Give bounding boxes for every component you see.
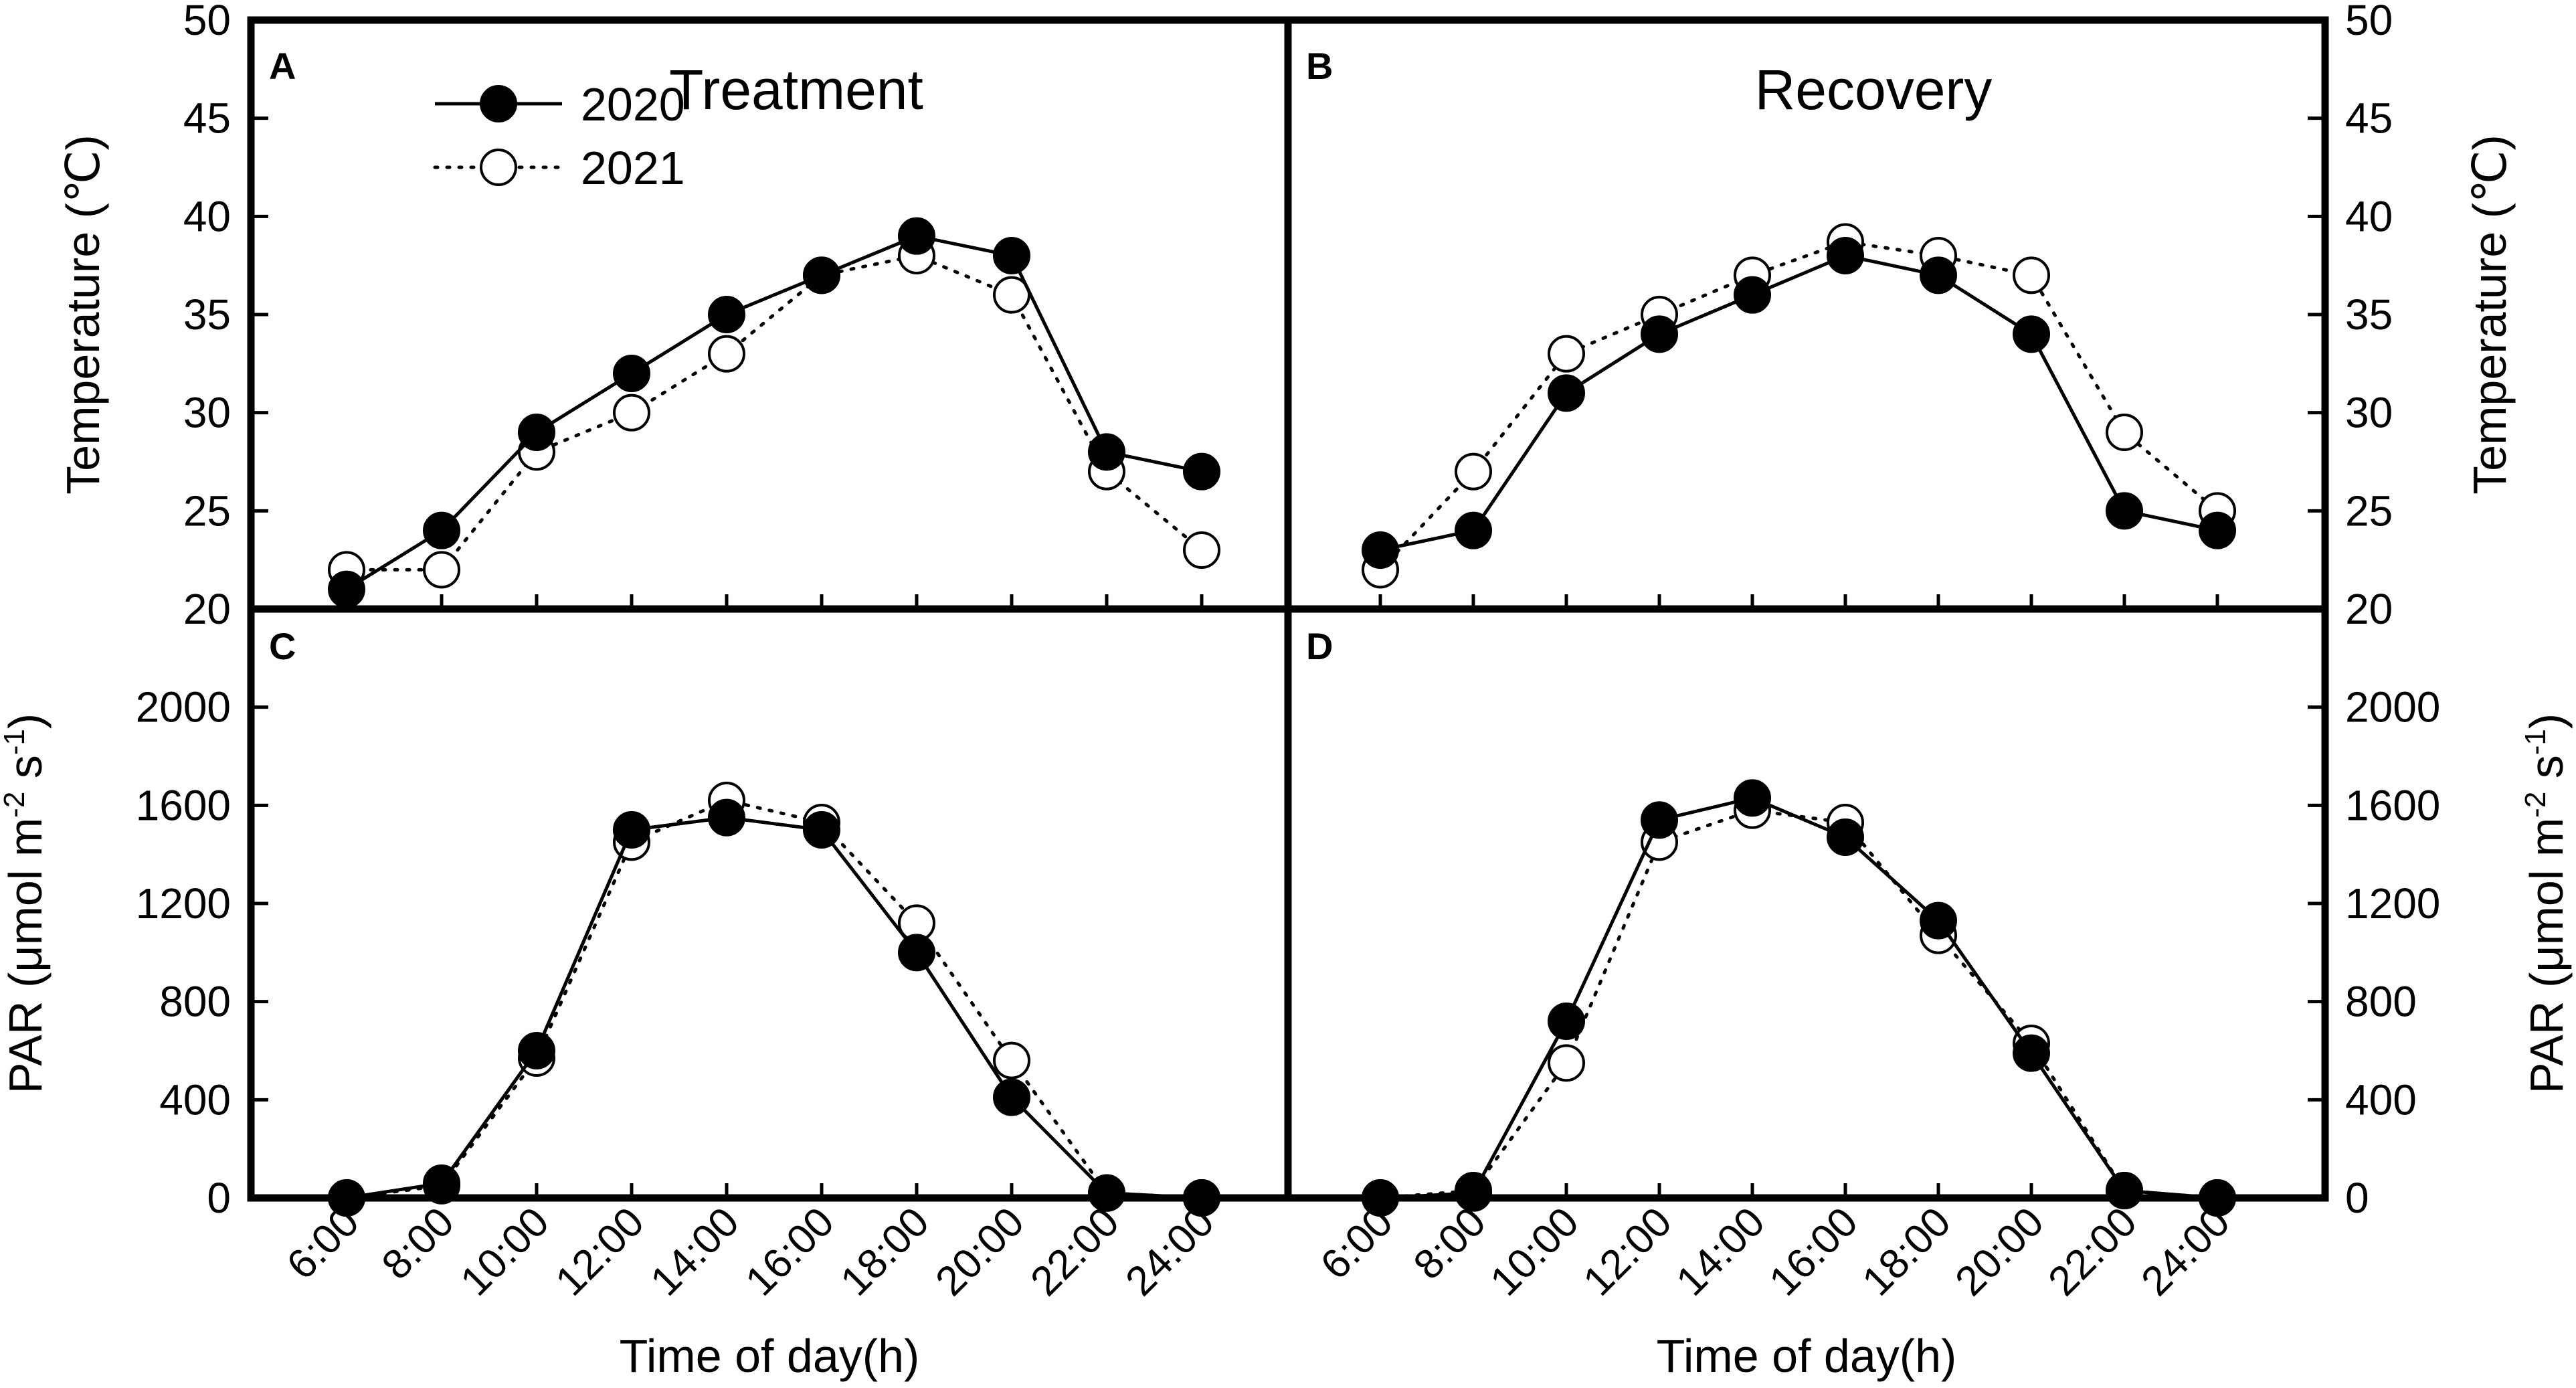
panels-layer <box>328 217 2236 1217</box>
point-a-2020-8 <box>1088 433 1125 471</box>
point-b-2020-8 <box>2106 492 2143 530</box>
series-line-d-2020 <box>1380 796 2218 1200</box>
point-b-2021-1 <box>1455 452 1492 491</box>
point-a-2020-1 <box>423 511 460 549</box>
ylabel-temperature-right: Temperature (℃) <box>2464 135 2516 495</box>
legend-marker-2021 <box>480 149 517 186</box>
point-a-2021-1 <box>423 551 460 589</box>
ytick-label-d-0: 0 <box>2345 1174 2369 1222</box>
point-c-2020-4 <box>708 798 745 837</box>
point-b-2020-1 <box>1455 511 1492 549</box>
ytick-label-d-1200: 1200 <box>2345 879 2440 928</box>
series-line-d-2021 <box>1378 808 2219 1200</box>
ytick-label-a-30: 30 <box>183 389 231 437</box>
ytick-label-a-35: 35 <box>183 290 231 339</box>
point-a-2020-7 <box>993 237 1030 274</box>
point-b-2020-7 <box>2013 315 2050 353</box>
panel-letter-b: B <box>1306 45 1333 87</box>
xlabel-left: Time of day(h) <box>620 1330 920 1382</box>
ytick-label-c-1200: 1200 <box>136 879 231 928</box>
ytick-label-b-20: 20 <box>2345 585 2393 633</box>
point-b-2020-3 <box>1641 315 1678 353</box>
ytick-label-b-40: 40 <box>2345 192 2393 240</box>
ytick-label-b-25: 25 <box>2345 487 2393 535</box>
point-b-2020-9 <box>2199 511 2236 549</box>
ytick-label-a-25: 25 <box>183 487 231 535</box>
ytick-label-a-40: 40 <box>183 192 231 240</box>
point-b-2020-6 <box>1920 256 1957 294</box>
point-c-2021-7 <box>993 1041 1030 1079</box>
point-a-2021-3 <box>613 394 650 432</box>
point-d-2021-2 <box>1548 1044 1585 1082</box>
point-b-2020-4 <box>1734 276 1771 314</box>
point-b-2021-8 <box>2106 414 2143 451</box>
point-a-2020-2 <box>518 414 555 451</box>
ytick-label-a-45: 45 <box>183 94 231 143</box>
legend: 2020 2021 <box>433 78 685 194</box>
point-c-2020-3 <box>613 811 650 849</box>
ytick-label-c-1600: 1600 <box>136 781 231 829</box>
point-b-2020-5 <box>1827 237 1864 274</box>
point-a-2020-5 <box>803 256 840 294</box>
point-d-2020-5 <box>1827 818 1864 856</box>
ytick-label-d-400: 400 <box>2345 1075 2417 1124</box>
point-d-2020-3 <box>1641 801 1678 839</box>
series-line-b-2020 <box>1380 254 2218 552</box>
panel-title-treatment: Treatment <box>669 58 923 121</box>
point-b-2020-2 <box>1548 374 1585 412</box>
ytick-label-a-50: 50 <box>183 0 231 44</box>
series-line-a-2021 <box>345 254 1204 572</box>
point-a-2020-4 <box>708 296 745 333</box>
ytick-label-a-20: 20 <box>183 585 231 633</box>
panel-letter-c: C <box>269 625 296 667</box>
ylabel-par-left: PAR (μmol m-2 s-1) <box>0 713 52 1094</box>
ylabel-par-right: PAR (μmol m-2 s-1) <box>2519 713 2573 1094</box>
point-a-2020-3 <box>613 355 650 392</box>
panel-title-recovery: Recovery <box>1755 58 1993 121</box>
point-b-2021-2 <box>1548 335 1585 373</box>
legend-label-2020: 2020 <box>581 78 685 131</box>
ytick-label-b-50: 50 <box>2345 0 2393 44</box>
ytick-label-d-1600: 1600 <box>2345 781 2440 829</box>
point-d-2020-6 <box>1920 901 1957 940</box>
point-c-2020-6 <box>898 934 935 972</box>
ytick-label-b-45: 45 <box>2345 94 2393 143</box>
point-c-2020-2 <box>518 1032 555 1069</box>
point-b-2021-7 <box>2013 256 2050 294</box>
series-line-b-2021 <box>1378 240 2219 572</box>
ytick-label-c-800: 800 <box>159 978 231 1026</box>
point-a-2020-9 <box>1183 452 1220 491</box>
ytick-label-c-0: 0 <box>207 1174 231 1222</box>
point-a-2021-9 <box>1183 531 1220 569</box>
ytick-label-d-800: 800 <box>2345 978 2417 1026</box>
panel-letter-a: A <box>269 45 296 87</box>
legend-marker-2020 <box>480 85 517 122</box>
point-d-2020-4 <box>1734 779 1771 817</box>
ytick-label-b-30: 30 <box>2345 389 2393 437</box>
series-line-c-2020 <box>346 816 1202 1200</box>
ytick-label-c-400: 400 <box>159 1075 231 1124</box>
point-a-2021-4 <box>708 335 745 373</box>
panel-letter-d: D <box>1306 625 1333 667</box>
ytick-label-c-2000: 2000 <box>136 683 231 731</box>
series-line-a-2020 <box>345 234 1202 591</box>
point-d-2020-7 <box>2013 1034 2050 1072</box>
point-c-2020-7 <box>993 1078 1030 1116</box>
point-c-2020-5 <box>803 811 840 849</box>
point-b-2020-0 <box>1362 531 1399 569</box>
xlabel-right: Time of day(h) <box>1657 1330 1957 1382</box>
ytick-label-d-2000: 2000 <box>2345 683 2440 731</box>
point-a-2020-6 <box>898 217 935 255</box>
point-d-2020-2 <box>1548 1003 1585 1040</box>
ylabel-temperature-left: Temperature (℃) <box>57 135 109 495</box>
legend-label-2021: 2021 <box>581 142 685 194</box>
ytick-label-b-35: 35 <box>2345 290 2393 339</box>
